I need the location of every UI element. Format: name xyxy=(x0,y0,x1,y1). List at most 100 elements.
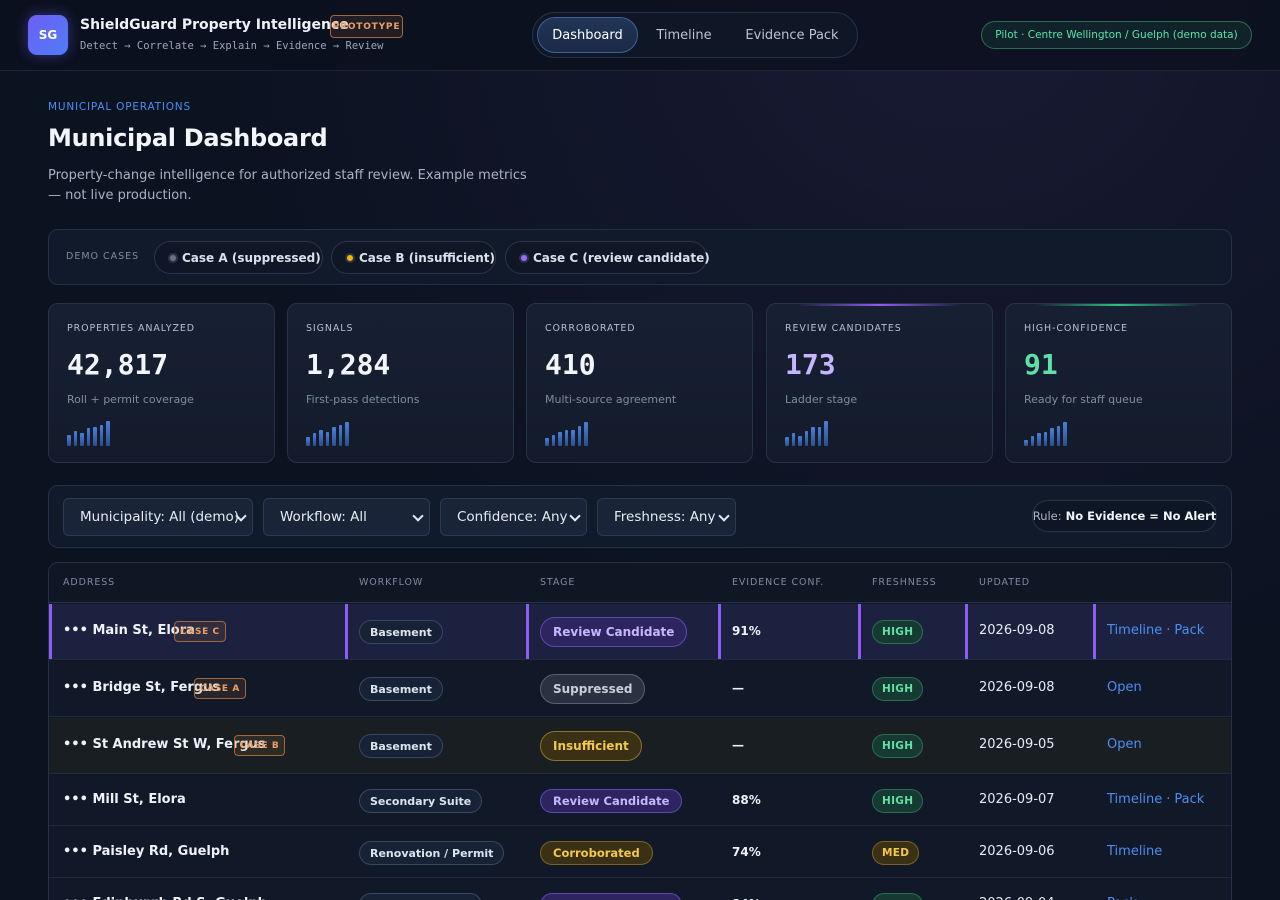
evidence-confidence: 84% xyxy=(732,897,761,900)
kpi-accent-line xyxy=(1036,304,1201,306)
workflow-flow: Detect → Correlate → Explain → Evidence … xyxy=(80,40,384,52)
sparkline-bar xyxy=(99,425,103,446)
sparkline-bar xyxy=(73,431,77,446)
demo-case-b-chip[interactable]: Case B (insufficient) xyxy=(331,241,496,274)
select-value: Municipality: All (demo) xyxy=(80,509,240,525)
action-link-timeline[interactable]: Timeline xyxy=(1107,792,1163,807)
kpi-value: 42,817 xyxy=(67,348,169,381)
action-link-open[interactable]: Open xyxy=(1107,737,1142,752)
sparkline-bar xyxy=(545,438,549,446)
row-column-divider xyxy=(345,604,348,659)
action-separator: · xyxy=(1166,623,1171,638)
sparkline-bar xyxy=(558,432,562,446)
freshness-badge: HIGH xyxy=(872,677,924,701)
kpi-card: PROPERTIES ANALYZED 42,817 Roll + permit c… xyxy=(48,303,275,463)
row-column-divider xyxy=(1093,604,1096,659)
evidence-confidence: 88% xyxy=(732,793,761,807)
property-address[interactable]: ••• Edinburgh Rd S, Guelph xyxy=(63,896,267,900)
column-header-stage[interactable]: STAGE xyxy=(540,577,576,588)
sparkline xyxy=(1024,420,1104,446)
property-address[interactable]: ••• Mill St, Elora xyxy=(63,792,186,807)
action-link-pack[interactable]: Pack xyxy=(1174,623,1205,638)
action-separator: · xyxy=(1166,792,1171,807)
workflow-badge: Secondary Suite xyxy=(359,789,483,813)
property-address[interactable]: ••• St Andrew St W, Fergus xyxy=(63,737,266,752)
sparkline-bar xyxy=(551,435,555,446)
status-dot-icon xyxy=(519,253,529,263)
column-header-address[interactable]: ADDRESS xyxy=(63,577,116,588)
table-row[interactable]: ••• Bridge St, Fergus CASE A Basement Suppr… xyxy=(49,661,1231,717)
table-row[interactable]: ••• St Andrew St W, Fergus CASE B Basement… xyxy=(49,718,1231,774)
sparkline-bar xyxy=(106,421,110,446)
stage-badge: Review Candidate xyxy=(540,893,683,900)
sparkline-bar xyxy=(86,428,90,446)
sparkline-bar xyxy=(824,421,828,446)
kpi-card: HIGH-CONFIDENCE 91 Ready for staff queue xyxy=(1005,303,1232,463)
sparkline-bar xyxy=(1043,432,1047,446)
freshness-badge: HIGH xyxy=(872,789,924,813)
tab-dashboard[interactable]: Dashboard xyxy=(537,17,638,53)
property-address[interactable]: ••• Bridge St, Fergus xyxy=(63,680,221,695)
sparkline-bar xyxy=(67,435,71,446)
row-actions: Timeline xyxy=(1107,844,1162,859)
freshness-select[interactable]: Freshness: Any xyxy=(597,498,736,536)
workflow-badge: Secondary Suite xyxy=(359,893,483,900)
select-value: Workflow: All xyxy=(280,509,367,525)
column-header-workflow[interactable]: WORKFLOW xyxy=(359,577,424,588)
sparkline-bar xyxy=(571,430,575,446)
column-header-freshness[interactable]: FRESHNESS xyxy=(872,577,937,588)
property-address[interactable]: ••• Main St, Elora xyxy=(63,623,195,638)
evidence-confidence: 74% xyxy=(732,845,761,859)
tab-evidence-pack[interactable]: Evidence Pack xyxy=(745,27,839,43)
demo-case-a-chip[interactable]: Case A (suppressed) xyxy=(154,241,323,274)
stage-badge: Review Candidate xyxy=(540,617,688,647)
sparkline-bar xyxy=(564,430,568,446)
workflow-badge: Basement xyxy=(359,677,443,701)
chevron-down-icon xyxy=(718,510,730,522)
demo-case-label: Case A (suppressed) xyxy=(182,250,321,265)
table-row[interactable]: ••• Mill St, Elora Secondary Suite Review … xyxy=(49,775,1231,826)
confidence-select[interactable]: Confidence: Any xyxy=(440,498,587,536)
kpi-value: 1,284 xyxy=(306,348,391,381)
workflow-select[interactable]: Workflow: All xyxy=(263,498,430,536)
sparkline-bar xyxy=(345,422,349,446)
action-link-timeline[interactable]: Timeline xyxy=(1107,623,1163,638)
kpi-subtitle: Roll + permit coverage xyxy=(67,393,194,406)
action-link-pack[interactable]: Pack xyxy=(1174,792,1205,807)
sparkline-bar xyxy=(1037,433,1041,446)
updated-date: 2026-09-08 xyxy=(979,680,1055,695)
action-link-timeline[interactable]: Timeline xyxy=(1107,844,1163,859)
action-link-open[interactable]: Open xyxy=(1107,680,1142,695)
action-link-pack[interactable]: Pack xyxy=(1107,896,1137,900)
row-column-divider xyxy=(858,604,861,659)
status-dot-icon xyxy=(345,253,355,263)
column-header-updated[interactable]: UPDATED xyxy=(979,577,1031,588)
table-row[interactable]: ••• Paisley Rd, Guelph Renovation / Permi… xyxy=(49,827,1231,878)
municipality-select[interactable]: Municipality: All (demo) xyxy=(63,498,253,536)
stage-badge: Insufficient xyxy=(540,731,642,761)
kpi-value: 410 xyxy=(545,348,596,381)
column-header-evidence-conf[interactable]: EVIDENCE CONF. xyxy=(732,577,825,588)
app-logo[interactable]: SG xyxy=(28,15,68,55)
tab-timeline[interactable]: Timeline xyxy=(656,27,712,43)
kpi-card: SIGNALS 1,284 First-pass detections xyxy=(287,303,514,463)
sparkline-bar xyxy=(1063,422,1067,446)
demo-case-c-chip[interactable]: Case C (review candidate) xyxy=(505,241,710,274)
sparkline xyxy=(306,420,386,446)
row-column-divider xyxy=(526,604,529,659)
rule-prefix: Rule: xyxy=(1032,509,1062,523)
table-row[interactable]: ••• Main St, Elora CASE C Basement Review C… xyxy=(49,604,1231,660)
property-address[interactable]: ••• Paisley Rd, Guelph xyxy=(63,844,230,859)
sparkline-bar xyxy=(312,433,316,446)
kpi-value: 91 xyxy=(1024,348,1058,381)
demo-case-label: Case B (insufficient) xyxy=(359,250,496,265)
updated-date: 2026-09-05 xyxy=(979,737,1055,752)
sparkline xyxy=(545,420,625,446)
updated-date: 2026-09-08 xyxy=(979,623,1055,638)
kpi-value: 173 xyxy=(785,348,836,381)
updated-date: 2026-09-07 xyxy=(979,792,1055,807)
table-row[interactable]: ••• Edinburgh Rd S, Guelph Secondary Suit… xyxy=(49,879,1231,900)
sparkline-bar xyxy=(791,433,795,446)
chevron-down-icon xyxy=(569,510,581,522)
case-tag: CASE C xyxy=(174,621,226,642)
